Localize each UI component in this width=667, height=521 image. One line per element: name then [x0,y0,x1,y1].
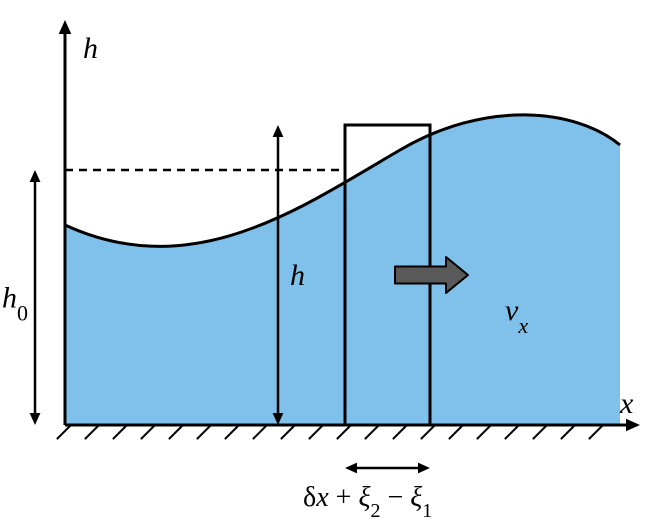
h-measure-label: h [290,259,305,292]
x-axis-label: x [619,387,634,420]
y-axis-label: h [83,32,98,65]
